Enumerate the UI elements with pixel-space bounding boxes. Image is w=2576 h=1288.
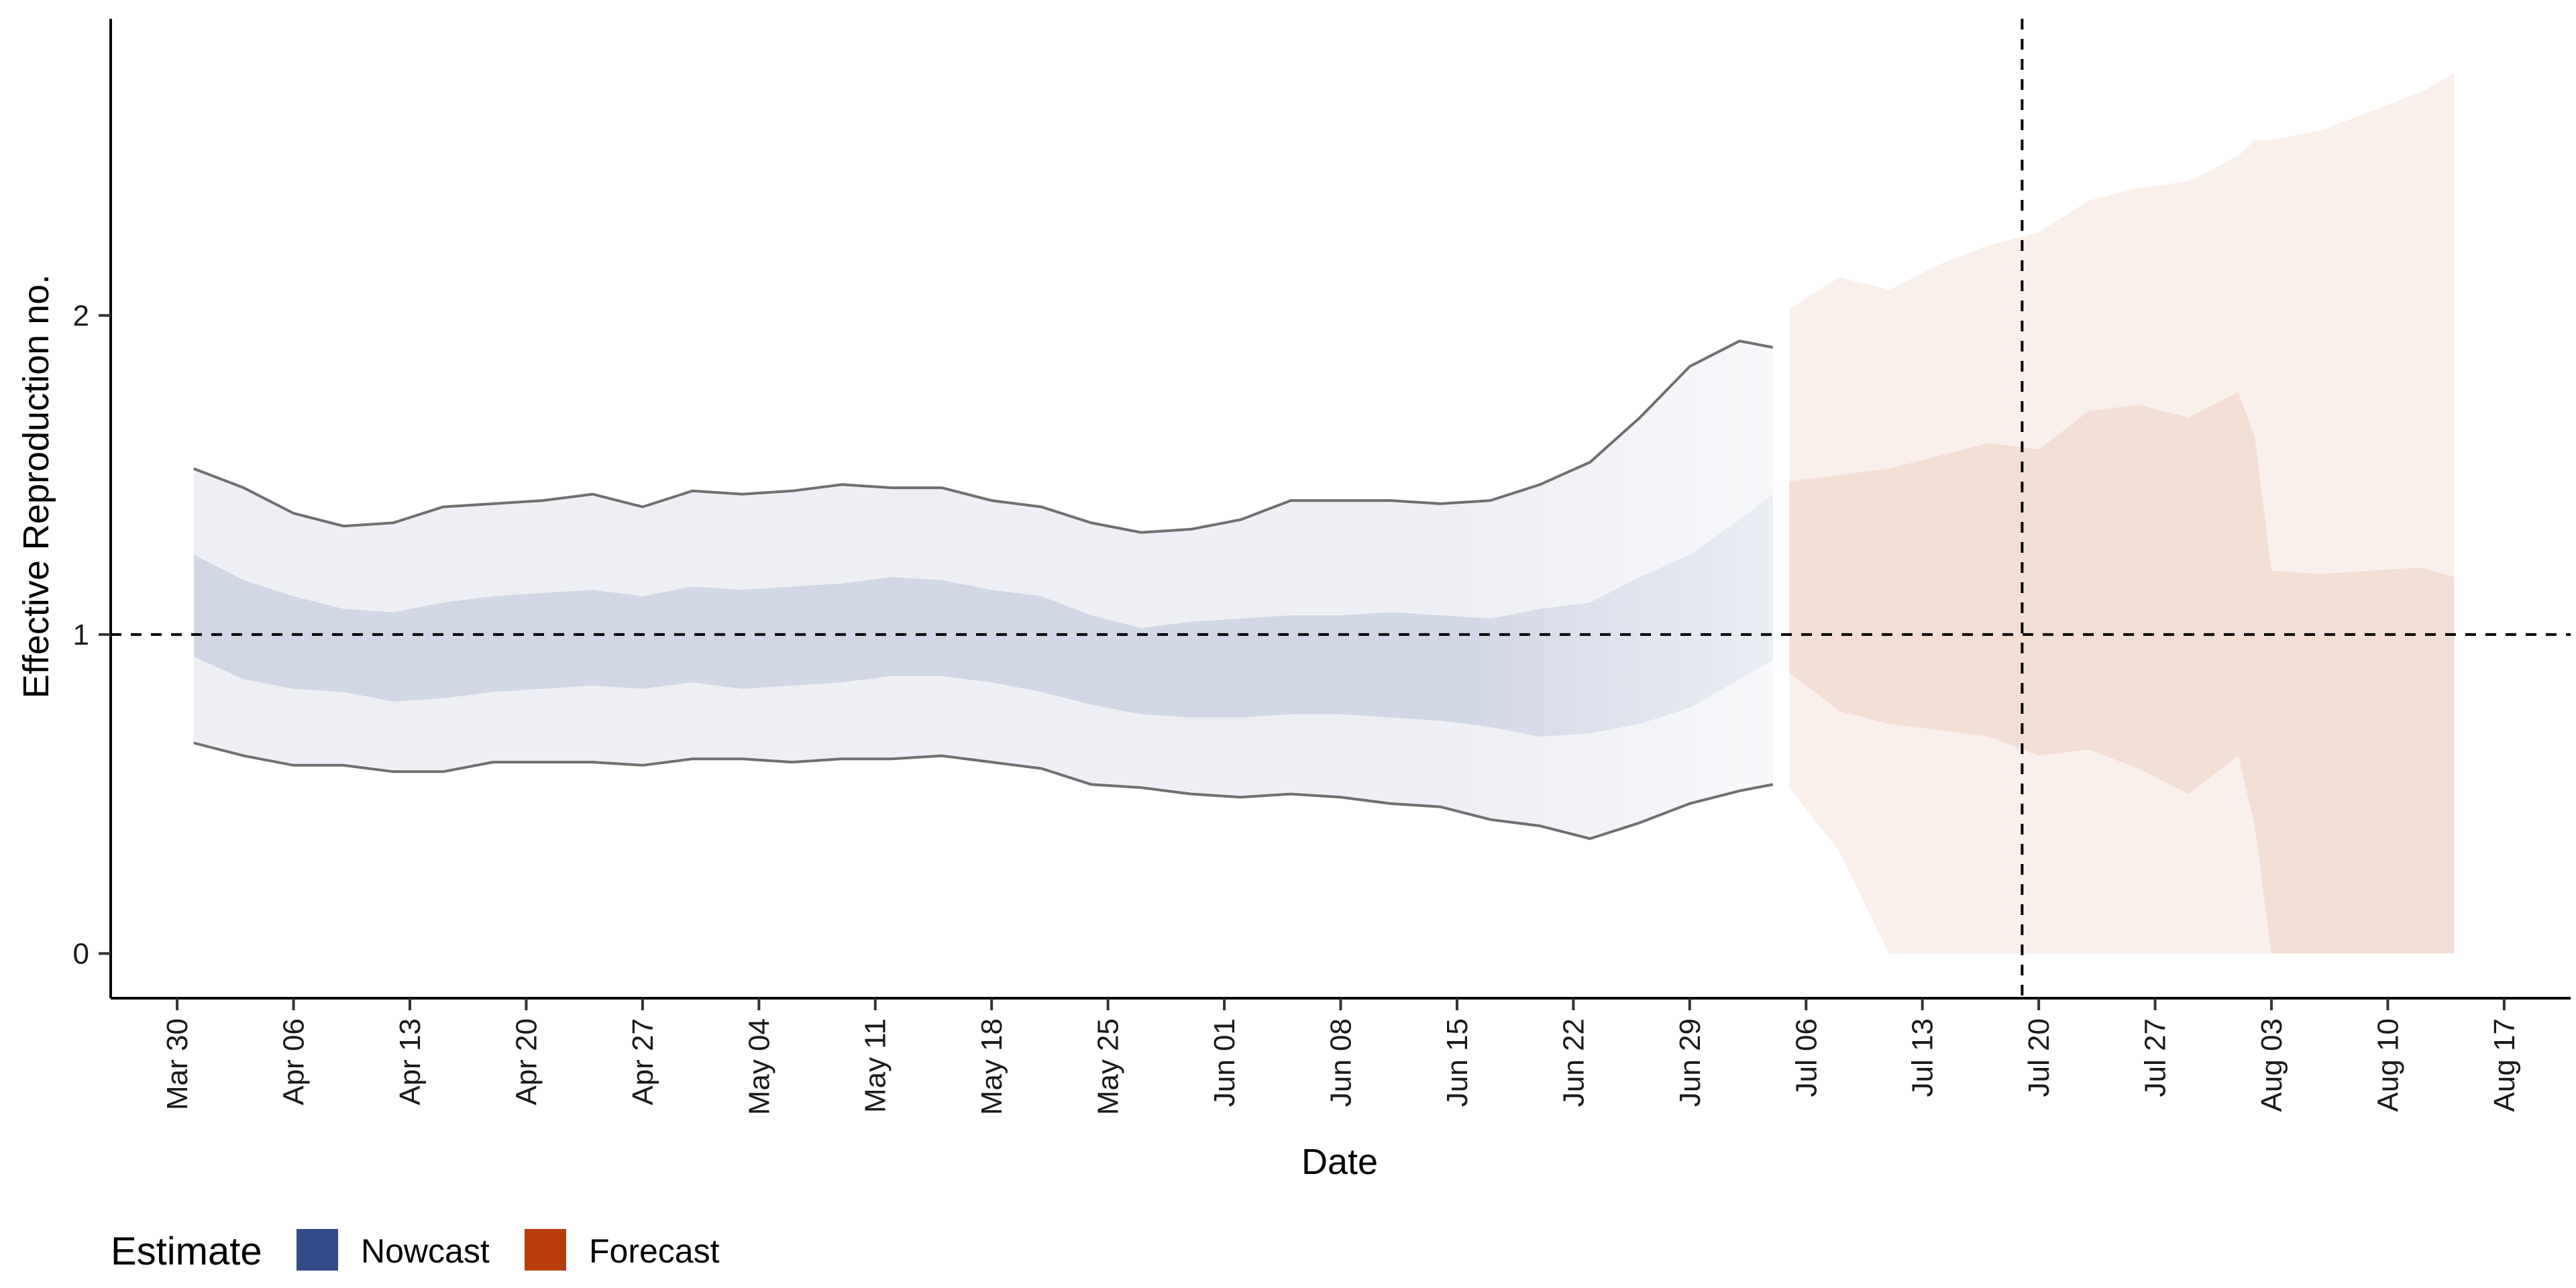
- legend-title: Estimate: [111, 1230, 262, 1273]
- legend-swatch-forecast: [525, 1229, 566, 1271]
- x-tick-label: Apr 06: [278, 1018, 311, 1106]
- x-tick-label: Jul 27: [2139, 1018, 2172, 1097]
- x-tick-label: Jun 08: [1325, 1018, 1358, 1107]
- x-tick-label: May 11: [859, 1018, 892, 1113]
- x-tick-label: Jun 22: [1557, 1018, 1590, 1107]
- x-tick-label: Apr 27: [627, 1018, 659, 1106]
- y-tick-label: 1: [73, 619, 89, 651]
- x-tick-label: Mar 30: [161, 1018, 194, 1110]
- reference-lines: [111, 19, 2571, 998]
- x-tick-label: Jun 15: [1441, 1018, 1474, 1107]
- x-tick-label: Jul 20: [2023, 1018, 2055, 1097]
- x-tick-label: Aug 17: [2488, 1018, 2521, 1112]
- x-tick-label: May 18: [975, 1018, 1008, 1115]
- y-tick-label: 2: [73, 299, 89, 332]
- x-tick-label: Jun 01: [1208, 1018, 1241, 1107]
- forecast-inner-band: [1789, 392, 2455, 954]
- x-tick-label: Apr 20: [510, 1018, 543, 1106]
- x-tick-label: May 04: [743, 1018, 775, 1115]
- x-tick-label: Apr 13: [394, 1018, 427, 1106]
- forecast-bands: [1789, 72, 2455, 954]
- x-tick-label: Aug 10: [2371, 1018, 2404, 1112]
- x-tick-label: Jul 13: [1907, 1018, 1939, 1097]
- x-tick-label: May 25: [1092, 1018, 1125, 1115]
- nowcast-band-fade: [193, 341, 1773, 839]
- nowcast-bands: [193, 339, 1774, 841]
- nowcast-upper-line: [193, 339, 1774, 534]
- x-tick-label: Jun 29: [1674, 1018, 1707, 1107]
- legend: Estimate Nowcast Forecast: [111, 1229, 720, 1273]
- x-tick-label: Jul 06: [1790, 1018, 1823, 1097]
- legend-label-nowcast: Nowcast: [361, 1232, 490, 1270]
- y-axis-title: Effective Reproduction no.: [16, 274, 56, 698]
- x-tick-label: Aug 03: [2255, 1018, 2288, 1112]
- legend-label-forecast: Forecast: [589, 1232, 720, 1270]
- y-tick-label: 0: [73, 937, 89, 970]
- legend-swatch-nowcast: [297, 1229, 338, 1271]
- x-axis-title: Date: [1301, 1142, 1378, 1182]
- nowcast-lower-line: [193, 741, 1774, 841]
- axes: 0 1 2 Mar 30 Apr 06 Apr 13 Apr 20 Apr 27 May 04 M…: [73, 19, 2571, 1115]
